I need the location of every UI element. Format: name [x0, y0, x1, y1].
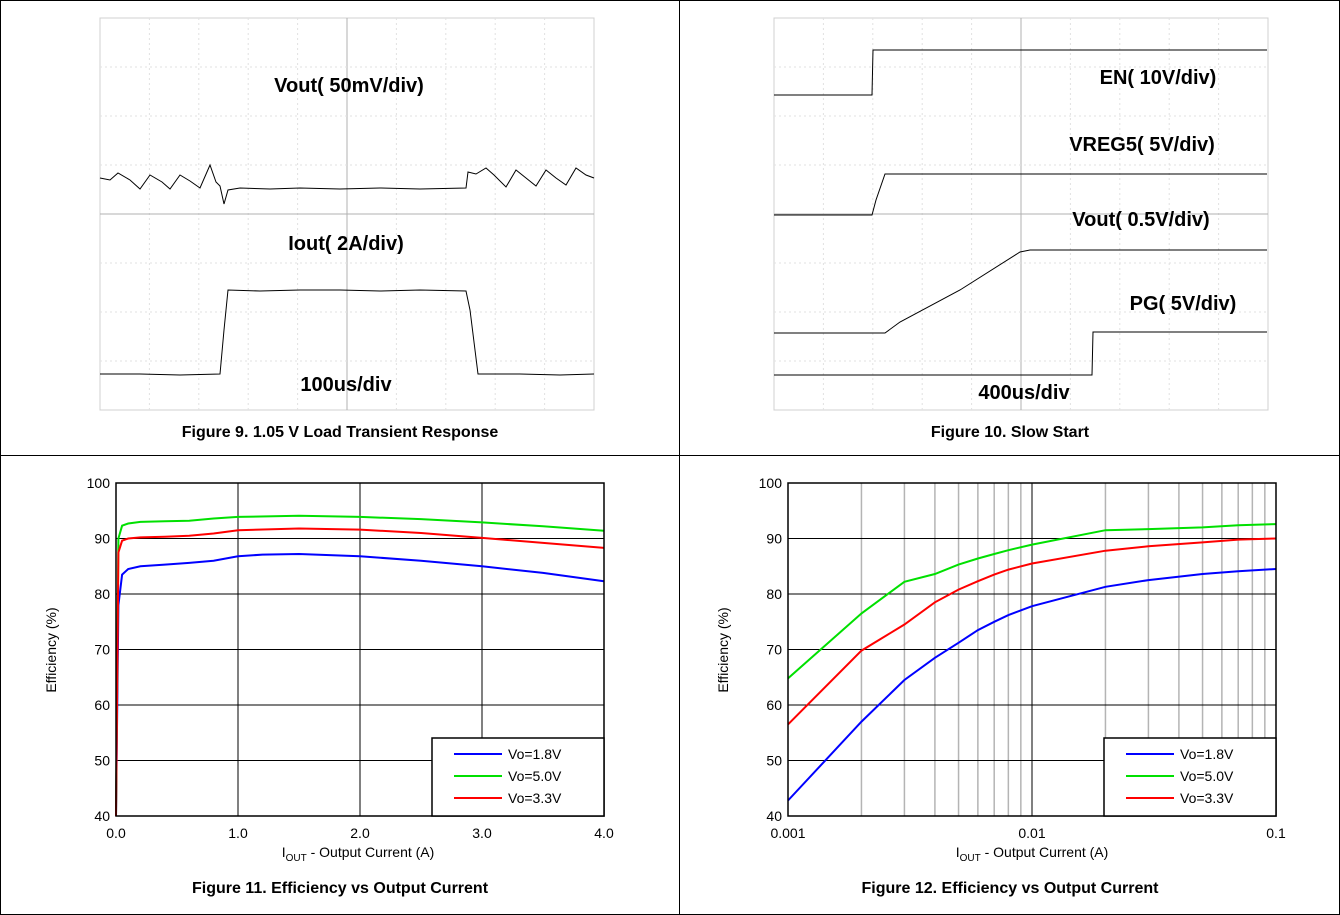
- y-tick-label: 50: [766, 753, 782, 769]
- vout-label: Vout( 0.5V/div): [1072, 209, 1209, 231]
- chart-11-legend: Vo=1.8V Vo=5.0V Vo=3.3V: [431, 737, 605, 817]
- x-tick-label: 0.001: [770, 825, 805, 841]
- y-tick-label: 90: [766, 531, 782, 547]
- en-trace: [774, 49, 1267, 96]
- legend-label: Vo=3.3V: [1180, 790, 1234, 806]
- series-line: [115, 527, 605, 817]
- series-line: [115, 514, 605, 817]
- vout-trace: [99, 163, 595, 205]
- chart-11-plot-border: [115, 482, 605, 817]
- chart-12-legend: Vo=1.8V Vo=5.0V Vo=3.3V: [1103, 737, 1277, 817]
- figure-12-caption: Figure 12. Efficiency vs Output Current: [861, 880, 1159, 897]
- y-tick-label: 80: [94, 586, 110, 602]
- chart-12-tick-labels: 0.001 0.01 0.1 40 50 60 70 80 90 100: [759, 475, 1286, 841]
- vout-label: Vout( 50mV/div): [274, 75, 424, 97]
- series-line: [115, 552, 605, 817]
- x-axis-title: IOUT - Output Current (A): [956, 844, 1109, 864]
- timebase-label: 100us/div: [300, 374, 392, 396]
- chart-11-tick-labels: 0.0 1.0 2.0 3.0 4.0 40 50 60 70 80 90 100: [87, 475, 614, 841]
- y-axis-title: Efficiency (%): [43, 607, 59, 692]
- grid-divider-vertical: [679, 0, 680, 915]
- x-tick-label: 1.0: [228, 825, 248, 841]
- x-tick-label: 0.1: [1266, 825, 1286, 841]
- x-tick-label: 2.0: [350, 825, 370, 841]
- iout-label: Iout( 2A/div): [288, 233, 404, 255]
- x-tick-label: 3.0: [472, 825, 492, 841]
- legend-label: Vo=5.0V: [508, 768, 562, 784]
- series-line: [787, 523, 1277, 680]
- chart-12-series: [787, 523, 1277, 802]
- vreg5-label: VREG5( 5V/div): [1069, 134, 1215, 156]
- series-line: [787, 568, 1277, 802]
- en-label: EN( 10V/div): [1100, 67, 1217, 89]
- series-line: [787, 537, 1277, 726]
- scope-9-graticule: [100, 18, 594, 410]
- y-tick-label: 100: [87, 475, 111, 491]
- scope-10-graticule: [774, 18, 1268, 410]
- legend-label: Vo=1.8V: [508, 746, 562, 762]
- y-axis-title: Efficiency (%): [715, 607, 731, 692]
- y-tick-label: 70: [94, 642, 110, 658]
- y-tick-label: 70: [766, 642, 782, 658]
- x-tick-label: 4.0: [594, 825, 614, 841]
- x-axis-title: IOUT - Output Current (A): [282, 844, 435, 864]
- x-tick-label: 0.01: [1018, 825, 1045, 841]
- grid-divider-horizontal: [0, 455, 1340, 456]
- figure-11-caption: Figure 11. Efficiency vs Output Current: [191, 880, 489, 897]
- y-tick-label: 40: [94, 808, 110, 824]
- y-tick-label: 50: [94, 753, 110, 769]
- chart-12-plot-border: [787, 482, 1277, 817]
- pg-label: PG( 5V/div): [1130, 293, 1237, 315]
- chart-11-series: [115, 514, 605, 817]
- y-tick-label: 40: [766, 808, 782, 824]
- pg-trace: [774, 331, 1267, 376]
- legend-label: Vo=5.0V: [1180, 768, 1234, 784]
- x-tick-label: 0.0: [106, 825, 126, 841]
- legend-label: Vo=1.8V: [1180, 746, 1234, 762]
- timebase-label: 400us/div: [978, 382, 1070, 404]
- iout-trace: [100, 289, 595, 376]
- legend-label: Vo=3.3V: [508, 790, 562, 806]
- y-tick-label: 80: [766, 586, 782, 602]
- y-tick-label: 100: [759, 475, 783, 491]
- figure-9-caption: Figure 9. 1.05 V Load Transient Response: [181, 424, 499, 441]
- y-tick-label: 90: [94, 531, 110, 547]
- y-tick-label: 60: [94, 697, 110, 713]
- figure-10-caption: Figure 10. Slow Start: [930, 424, 1090, 441]
- vreg5-trace: [774, 173, 1267, 216]
- vout-ramp-trace: [774, 249, 1267, 334]
- y-tick-label: 60: [766, 697, 782, 713]
